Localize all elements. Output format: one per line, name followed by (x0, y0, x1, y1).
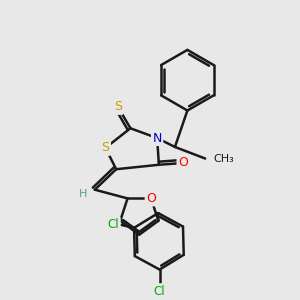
Text: Cl: Cl (108, 218, 119, 231)
Text: S: S (114, 100, 122, 113)
Text: O: O (178, 157, 188, 169)
Text: CH₃: CH₃ (213, 154, 234, 164)
Text: S: S (101, 141, 110, 154)
Text: N: N (152, 132, 162, 145)
Text: O: O (146, 192, 156, 205)
Text: Cl: Cl (154, 285, 166, 298)
Text: H: H (79, 189, 87, 199)
